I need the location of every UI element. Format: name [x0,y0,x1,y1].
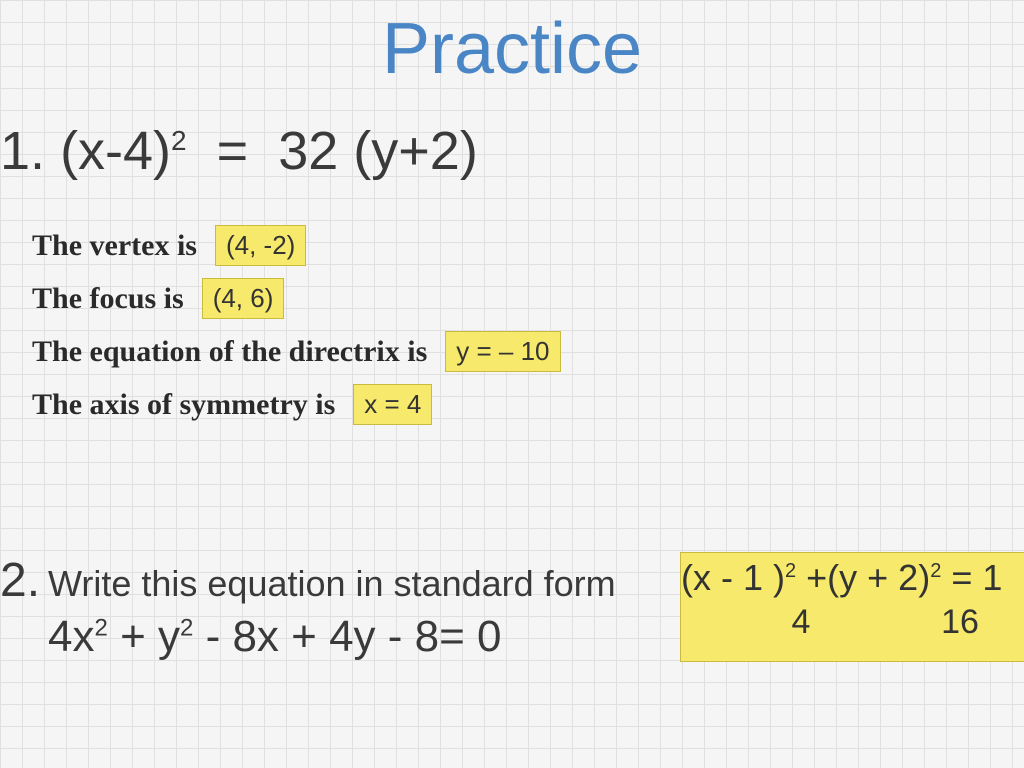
eq-rest: - 8x + 4y - 8= 0 [193,612,501,661]
answer2-den1: 4 [781,603,821,642]
problem-1-number: 1. [0,121,45,181]
answer-row: The equation of the directrix is y = – 1… [32,331,561,372]
eq-exp: 2 [180,614,193,641]
answer-label: The equation of the directrix is [32,335,427,369]
problem-1-eq: = [217,121,249,181]
answer-label: The vertex is [32,229,197,263]
problem-2-prompt: Write this equation in standard form [48,563,616,605]
problem-1-answers: The vertex is (4, -2) The focus is (4, 6… [32,225,561,437]
eq-exp: 2 [94,614,107,641]
eq-term: 4x [48,612,94,661]
answer-value: (4, 6) [202,278,285,319]
frac-value: 4 [792,603,811,642]
answer2-den2: 16 [931,603,989,642]
ans-exp: 2 [785,560,796,582]
page-title: Practice [382,8,642,90]
answer2-top: (x - 1 )2 +(y + 2)2 = 1 [681,557,1024,599]
problem-1-lhs: (x-4) [60,121,171,181]
answer-row: The focus is (4, 6) [32,278,561,319]
problem-1-rhs: 32 (y+2) [278,121,478,181]
ans-part: +(y + 2) [796,557,930,598]
ans-tail: = 1 [941,557,1002,598]
answer-label: The axis of symmetry is [32,388,335,422]
answer-row: The axis of symmetry is x = 4 [32,384,561,425]
answer-row: The vertex is (4, -2) [32,225,561,266]
ans-part: (x - 1 ) [681,557,785,598]
ans-exp: 2 [930,560,941,582]
frac-value: 16 [941,603,979,642]
answer-value: (4, -2) [215,225,306,266]
problem-1-exp: 2 [171,125,187,156]
problem-2-number: 2. [0,553,40,608]
answer-label: The focus is [32,282,184,316]
answer-value: x = 4 [353,384,432,425]
eq-term: + y [108,612,180,661]
problem-2-answer: (x - 1 )2 +(y + 2)2 = 1 4 16 [680,552,1024,662]
problem-1: 1. (x-4)2 = 32 (y+2) [0,120,478,182]
answer-value: y = – 10 [445,331,560,372]
